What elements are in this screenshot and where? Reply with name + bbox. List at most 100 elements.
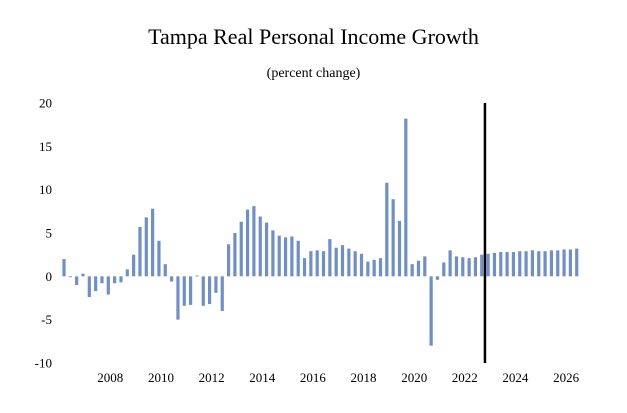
x-tick-label: 2022 (452, 370, 478, 385)
bar (62, 259, 66, 277)
bar (511, 252, 516, 277)
bar (530, 250, 535, 277)
x-tick-label: 2018 (351, 370, 377, 385)
bar (119, 276, 123, 283)
bar (385, 182, 389, 277)
bar (157, 240, 161, 277)
bar (366, 261, 370, 277)
bar (321, 251, 326, 277)
bar (220, 276, 224, 311)
bar (283, 237, 288, 277)
x-tick-label: 2016 (300, 370, 327, 385)
bar (429, 276, 433, 346)
bar (100, 276, 104, 284)
bar (518, 251, 522, 277)
y-tick-label: 0 (46, 269, 53, 284)
bar (448, 250, 452, 277)
bar (416, 260, 421, 277)
x-tick-label: 2026 (553, 370, 580, 385)
x-tick-label: 2012 (199, 370, 225, 385)
bar (309, 251, 313, 277)
bar (207, 276, 212, 305)
y-tick-label: 15 (39, 139, 52, 154)
bar (239, 221, 243, 277)
bar (524, 251, 528, 277)
bar (315, 250, 319, 277)
bar (214, 276, 218, 293)
bar (334, 247, 338, 277)
bar (290, 236, 294, 277)
bar (562, 249, 566, 277)
x-tick-label: 2010 (148, 370, 174, 385)
y-tick-label: -5 (41, 312, 52, 327)
bar (201, 276, 205, 306)
bar (575, 248, 579, 277)
bar (302, 258, 307, 277)
bar (245, 209, 250, 277)
bar (442, 262, 446, 277)
bar (68, 276, 72, 278)
x-tick-label: 2014 (249, 370, 276, 385)
bar (87, 276, 91, 298)
bar (340, 245, 345, 277)
bar (163, 264, 167, 277)
bar (226, 244, 231, 277)
bar (189, 276, 193, 305)
bar (410, 264, 414, 277)
bar (568, 249, 572, 277)
bar (233, 233, 237, 277)
y-axis: 20 15 10 5 0 -5 -10 (35, 96, 52, 371)
bar (480, 254, 484, 277)
x-axis: 2008 2010 2012 2014 2016 2018 2020 2022 2024 2026 (97, 370, 579, 385)
bar (461, 257, 465, 277)
bar (473, 257, 478, 277)
bar (378, 258, 383, 277)
bar (176, 276, 180, 320)
bar (397, 220, 402, 277)
x-tick-label: 2020 (401, 370, 427, 385)
y-tick-label: 20 (39, 96, 52, 111)
bar (404, 118, 408, 277)
bar (113, 276, 117, 284)
bar (81, 273, 85, 277)
chart-subtitle: (percent change) (266, 66, 361, 81)
bar-series (62, 118, 579, 346)
bar (556, 250, 560, 277)
bar (423, 256, 427, 277)
x-tick-label: 2024 (502, 370, 529, 385)
bar (296, 240, 300, 277)
bar (467, 258, 471, 277)
bar (549, 250, 554, 277)
y-tick-label: -10 (35, 356, 52, 371)
bar (75, 276, 79, 285)
bar (138, 226, 142, 277)
bar (347, 248, 351, 277)
bar (106, 276, 110, 295)
bar (195, 275, 199, 277)
bar (359, 253, 364, 277)
bar (144, 217, 148, 277)
bar (252, 206, 256, 277)
bar (264, 222, 269, 277)
bar (132, 254, 136, 277)
bar (125, 269, 129, 277)
bar (391, 199, 395, 277)
bar (94, 276, 98, 292)
y-tick-label: 10 (39, 182, 52, 197)
bar (537, 251, 541, 277)
bar (258, 216, 262, 277)
bar (543, 251, 547, 277)
bar (277, 235, 281, 277)
bar (271, 230, 275, 277)
bar (372, 259, 376, 277)
bar (499, 252, 503, 277)
bar (328, 239, 332, 277)
bar (486, 253, 490, 277)
bar (170, 276, 174, 282)
x-tick-label: 2008 (97, 370, 123, 385)
chart-title: Tampa Real Personal Income Growth (148, 24, 479, 49)
bar (182, 276, 186, 306)
bar (435, 276, 440, 280)
bar (454, 256, 459, 277)
